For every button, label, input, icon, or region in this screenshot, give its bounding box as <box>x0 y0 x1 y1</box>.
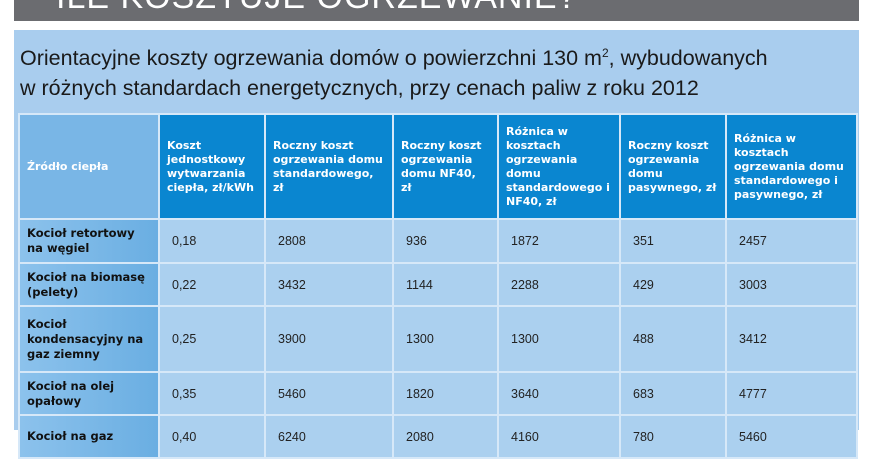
heat-source-cell: Kocioł na biomasę (pelety) <box>18 262 160 307</box>
banner-title: ILE KOSZTUJE OGRZEWANIE? <box>56 0 577 17</box>
column-header: Roczny koszt ogrzewania domu pasywnego, … <box>619 113 727 220</box>
column-header: Źródło ciepła <box>18 113 160 220</box>
value-cell: 1820 <box>392 371 499 416</box>
heating-cost-table: Źródło ciepła Koszt jednostkowy wytwarza… <box>18 113 858 459</box>
column-header: Różnica w kosztach ogrzewania domu stand… <box>497 113 621 220</box>
value-cell: 1300 <box>392 305 499 373</box>
header-row: Źródło ciepła Koszt jednostkowy wytwarza… <box>18 113 858 220</box>
table-row: Kocioł na olej opałowy 0,35 5460 1820 3640 68… <box>18 371 858 416</box>
caption-sup: 2 <box>601 46 609 60</box>
value-cell: 1872 <box>497 218 621 264</box>
value-cell: 2808 <box>264 218 394 264</box>
value-cell: 3003 <box>725 262 858 307</box>
table-row: Kocioł na gaz 0,40 6240 2080 4160 780 5460 <box>18 414 858 459</box>
table-caption: Orientacyjne koszty ogrzewania domów o p… <box>20 38 850 103</box>
value-cell: 2457 <box>725 218 858 264</box>
value-cell: 351 <box>619 218 727 264</box>
table-row: Kocioł na biomasę (pelety) 0,22 3432 1144 22… <box>18 262 858 307</box>
value-cell: 780 <box>619 414 727 459</box>
value-cell: 4160 <box>497 414 621 459</box>
value-cell: 5460 <box>264 371 394 416</box>
value-cell: 5460 <box>725 414 858 459</box>
value-cell: 0,25 <box>158 305 266 373</box>
caption-text: w różnych standardach energetycznych, pr… <box>20 76 699 101</box>
column-header: Różnica w kosztach ogrzewania domu stand… <box>725 113 858 220</box>
heat-source-cell: Kocioł na olej opałowy <box>18 371 160 416</box>
value-cell: 0,35 <box>158 371 266 416</box>
value-cell: 3900 <box>264 305 394 373</box>
value-cell: 1300 <box>497 305 621 373</box>
column-header: Roczny koszt ogrzewania domu NF40, zł <box>392 113 499 220</box>
value-cell: 0,22 <box>158 262 266 307</box>
value-cell: 1144 <box>392 262 499 307</box>
caption-text: Orientacyjne koszty ogrzewania domów o p… <box>20 46 602 71</box>
value-cell: 429 <box>619 262 727 307</box>
caption-text: , wybudowanych <box>608 46 768 71</box>
table-row: Kocioł kondensacyjny na gaz ziemny 0,25 39… <box>18 305 858 373</box>
section-banner: ILE KOSZTUJE OGRZEWANIE? <box>14 0 859 21</box>
value-cell: 6240 <box>264 414 394 459</box>
heat-source-cell: Kocioł retortowy na węgiel <box>18 218 160 264</box>
value-cell: 936 <box>392 218 499 264</box>
value-cell: 0,18 <box>158 218 266 264</box>
value-cell: 683 <box>619 371 727 416</box>
value-cell: 4777 <box>725 371 858 416</box>
column-header: Roczny koszt ogrzewania domu standardowe… <box>264 113 394 220</box>
heat-source-cell: Kocioł kondensacyjny na gaz ziemny <box>18 305 160 373</box>
value-cell: 3412 <box>725 305 858 373</box>
value-cell: 2288 <box>497 262 621 307</box>
table-row: Kocioł retortowy na węgiel 0,18 2808 936 187… <box>18 218 858 264</box>
value-cell: 2080 <box>392 414 499 459</box>
value-cell: 3640 <box>497 371 621 416</box>
value-cell: 488 <box>619 305 727 373</box>
value-cell: 0,40 <box>158 414 266 459</box>
value-cell: 3432 <box>264 262 394 307</box>
column-header: Koszt jednostkowy wytwarzania ciepła, zł… <box>158 113 266 220</box>
heat-source-cell: Kocioł na gaz <box>18 414 160 459</box>
